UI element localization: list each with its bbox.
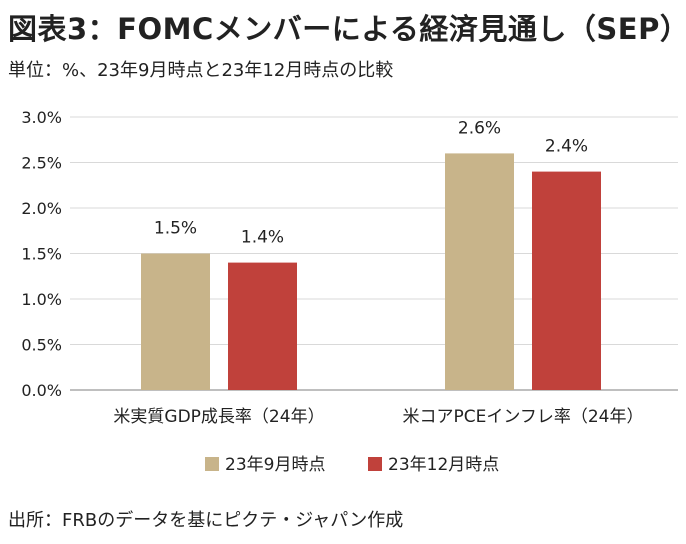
legend-label: 23年12月時点 — [388, 455, 499, 475]
chart-title: 図表3：FOMCメンバーによる経済見通し（SEP） — [8, 12, 686, 46]
legend-swatch — [205, 457, 219, 471]
legend-swatch — [368, 457, 382, 471]
bar — [141, 253, 210, 390]
y-tick-label: 0.0% — [21, 381, 62, 400]
x-category-label: 米コアPCEインフレ率（24年） — [403, 407, 644, 427]
y-tick-label: 1.5% — [21, 245, 62, 264]
data-label: 2.6% — [458, 118, 501, 138]
y-tick-label: 0.5% — [21, 336, 62, 355]
bar — [228, 262, 297, 390]
legend-label: 23年9月時点 — [225, 455, 325, 475]
y-tick-label: 2.5% — [21, 154, 62, 173]
chart-subtitle: 単位：%、23年9月時点と23年12月時点の比較 — [8, 60, 394, 81]
x-category-label: 米実質GDP成長率（24年） — [113, 407, 324, 427]
data-label: 1.4% — [241, 228, 284, 248]
bar — [532, 171, 601, 390]
y-tick-label: 1.0% — [21, 290, 62, 309]
y-tick-label: 2.0% — [21, 199, 62, 218]
source-note: 出所：FRBのデータを基にピクテ・ジャパン作成 — [8, 510, 404, 531]
data-label: 2.4% — [545, 137, 588, 157]
y-tick-label: 3.0% — [21, 108, 62, 127]
data-label: 1.5% — [154, 219, 197, 239]
bar — [445, 153, 514, 390]
